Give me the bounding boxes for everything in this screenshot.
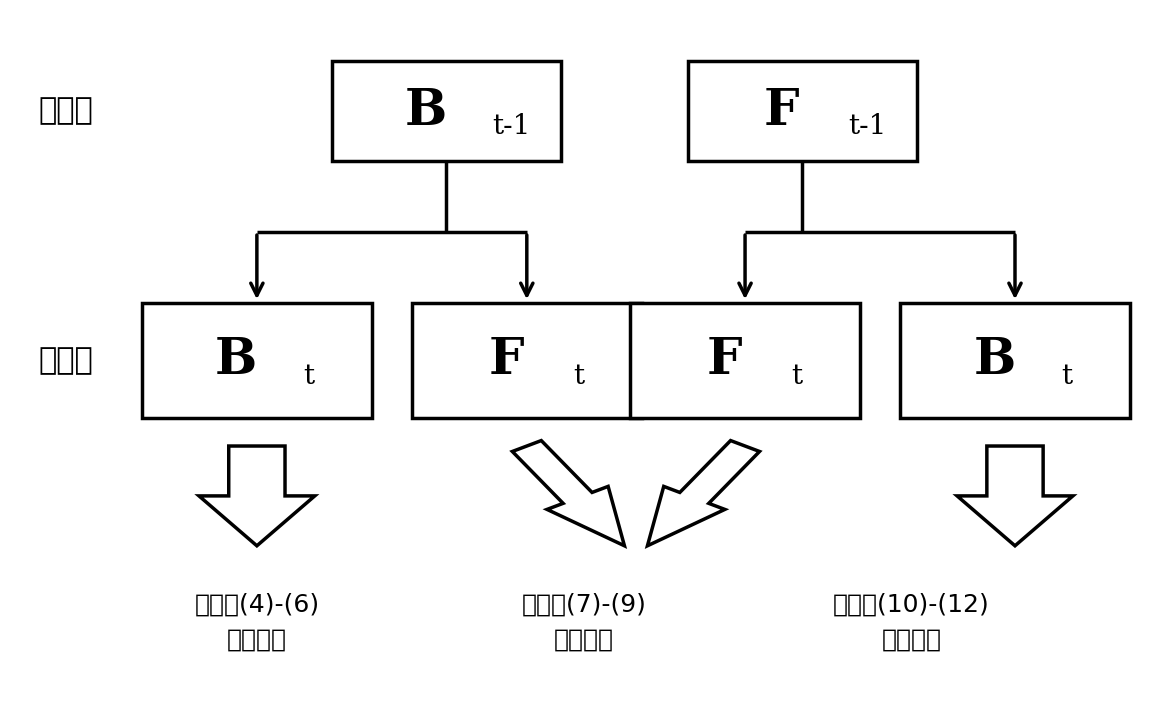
Text: B: B (405, 87, 447, 136)
Text: F: F (707, 336, 742, 385)
Text: t-1: t-1 (848, 113, 886, 141)
Polygon shape (957, 446, 1073, 546)
Polygon shape (199, 446, 315, 546)
FancyBboxPatch shape (412, 304, 642, 417)
Text: 按公式(4)-(6)
更新参数: 按公式(4)-(6) 更新参数 (194, 592, 319, 652)
Text: t: t (1061, 363, 1073, 389)
FancyBboxPatch shape (687, 61, 918, 161)
Text: 当前帞: 当前帞 (38, 346, 94, 375)
FancyBboxPatch shape (631, 304, 860, 417)
FancyBboxPatch shape (332, 61, 561, 161)
FancyBboxPatch shape (142, 304, 371, 417)
Text: B: B (215, 336, 257, 385)
Text: F: F (764, 87, 799, 136)
Text: F: F (488, 336, 524, 385)
Text: 按公式(10)-(12)
更新参数: 按公式(10)-(12) 更新参数 (833, 592, 990, 652)
Text: t-1: t-1 (493, 113, 531, 141)
Text: B: B (973, 336, 1016, 385)
Polygon shape (648, 441, 759, 546)
Text: t: t (303, 363, 314, 389)
Text: t: t (791, 363, 802, 389)
Text: t: t (573, 363, 584, 389)
FancyBboxPatch shape (900, 304, 1130, 417)
Text: 前一帞: 前一帞 (38, 97, 94, 125)
Polygon shape (513, 441, 625, 546)
Text: 按公式(7)-(9)
更新参数: 按公式(7)-(9) 更新参数 (522, 592, 647, 652)
